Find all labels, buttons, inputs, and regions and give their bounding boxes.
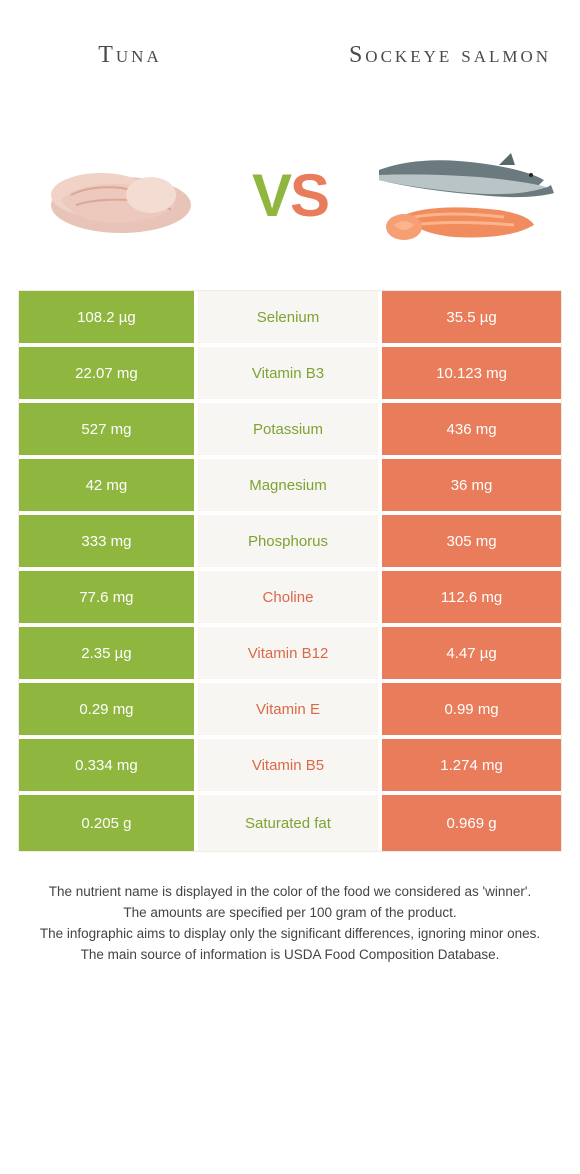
nutrient-label: Vitamin B3 bbox=[198, 347, 382, 399]
value-left: 42 mg bbox=[19, 459, 198, 511]
nutrient-label: Vitamin B5 bbox=[198, 739, 382, 791]
table-row: 22.07 mgVitamin B310.123 mg bbox=[19, 347, 561, 403]
table-row: 2.35 µgVitamin B124.47 µg bbox=[19, 627, 561, 683]
value-left: 527 mg bbox=[19, 403, 198, 455]
value-right: 305 mg bbox=[382, 515, 561, 567]
value-right: 4.47 µg bbox=[382, 627, 561, 679]
footer-line-3: The infographic aims to display only the… bbox=[30, 924, 550, 945]
value-left: 108.2 µg bbox=[19, 291, 198, 343]
hero-row: VS bbox=[0, 110, 580, 280]
nutrient-label: Choline bbox=[198, 571, 382, 623]
vs-v: V bbox=[252, 162, 290, 229]
footer-notes: The nutrient name is displayed in the co… bbox=[30, 882, 550, 966]
value-left: 2.35 µg bbox=[19, 627, 198, 679]
nutrient-label: Vitamin E bbox=[198, 683, 382, 735]
nutrient-label: Saturated fat bbox=[198, 795, 382, 851]
nutrient-label: Potassium bbox=[198, 403, 382, 455]
header: Tuna Sockeye salmon bbox=[0, 0, 580, 110]
salmon-icon bbox=[338, 125, 580, 265]
value-right: 112.6 mg bbox=[382, 571, 561, 623]
title-right: Sockeye salmon bbox=[320, 41, 580, 70]
value-left: 0.29 mg bbox=[19, 683, 198, 735]
footer-line-1: The nutrient name is displayed in the co… bbox=[30, 882, 550, 903]
nutrient-label: Selenium bbox=[198, 291, 382, 343]
salmon-image bbox=[338, 125, 580, 265]
footer-line-2: The amounts are specified per 100 gram o… bbox=[30, 903, 550, 924]
table-row: 0.29 mgVitamin E0.99 mg bbox=[19, 683, 561, 739]
value-right: 35.5 µg bbox=[382, 291, 561, 343]
value-right: 436 mg bbox=[382, 403, 561, 455]
table-row: 42 mgMagnesium36 mg bbox=[19, 459, 561, 515]
table-row: 527 mgPotassium436 mg bbox=[19, 403, 561, 459]
value-left: 22.07 mg bbox=[19, 347, 198, 399]
tuna-image bbox=[0, 125, 242, 265]
value-left: 0.334 mg bbox=[19, 739, 198, 791]
vs-s: S bbox=[290, 162, 328, 229]
table-row: 0.334 mgVitamin B51.274 mg bbox=[19, 739, 561, 795]
value-left: 0.205 g bbox=[19, 795, 198, 851]
table-row: 333 mgPhosphorus305 mg bbox=[19, 515, 561, 571]
title-left: Tuna bbox=[0, 41, 260, 70]
value-left: 77.6 mg bbox=[19, 571, 198, 623]
value-right: 0.99 mg bbox=[382, 683, 561, 735]
value-left: 333 mg bbox=[19, 515, 198, 567]
value-right: 10.123 mg bbox=[382, 347, 561, 399]
value-right: 1.274 mg bbox=[382, 739, 561, 791]
value-right: 36 mg bbox=[382, 459, 561, 511]
table-row: 108.2 µgSelenium35.5 µg bbox=[19, 291, 561, 347]
nutrient-table: 108.2 µgSelenium35.5 µg22.07 mgVitamin B… bbox=[18, 290, 562, 852]
footer-line-4: The main source of information is USDA F… bbox=[30, 945, 550, 966]
vs-label: VS bbox=[252, 161, 328, 230]
table-row: 77.6 mgCholine112.6 mg bbox=[19, 571, 561, 627]
nutrient-label: Phosphorus bbox=[198, 515, 382, 567]
table-row: 0.205 gSaturated fat0.969 g bbox=[19, 795, 561, 851]
value-right: 0.969 g bbox=[382, 795, 561, 851]
nutrient-label: Vitamin B12 bbox=[198, 627, 382, 679]
tuna-icon bbox=[0, 125, 242, 265]
nutrient-label: Magnesium bbox=[198, 459, 382, 511]
